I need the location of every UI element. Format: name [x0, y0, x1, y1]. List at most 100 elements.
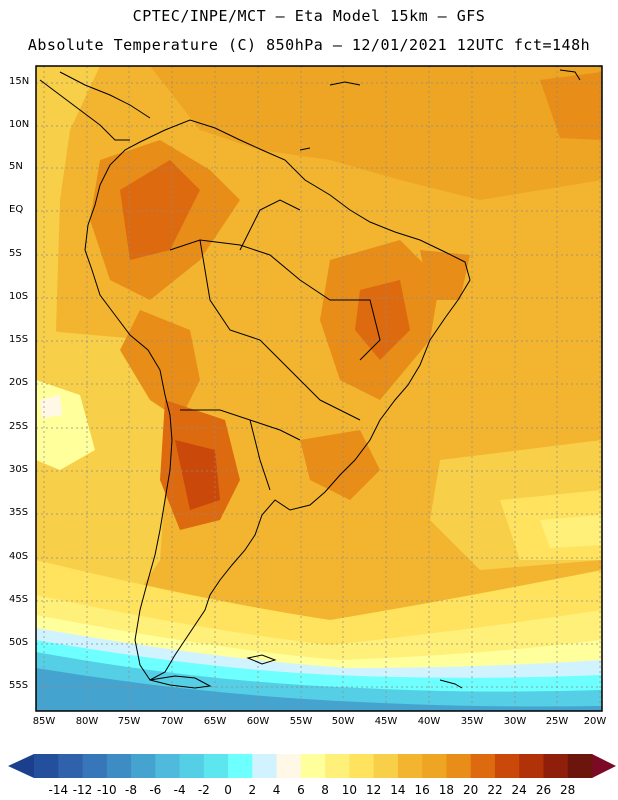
lat-tick-label: 15N: [9, 76, 30, 87]
grid: [36, 66, 602, 711]
colorbar-label: 4: [272, 783, 281, 797]
colorbar-cell: [276, 754, 302, 778]
colorbar-low-arrow: [8, 754, 34, 778]
colorbar-cell: [82, 754, 108, 778]
lon-tick-label: 45W: [374, 716, 398, 727]
lon-tick-label: 70W: [160, 716, 184, 727]
lat-tick-label: 15S: [9, 334, 29, 345]
colorbar-label: 0: [224, 783, 232, 797]
chart-title: CPTEC/INPE/MCT – Eta Model 15km – GFS: [132, 7, 486, 25]
colorbar-label: -10: [96, 783, 117, 797]
lat-tick-label: 20S: [9, 377, 29, 388]
lat-tick-label: 10S: [9, 291, 29, 302]
colorbar-cell: [470, 754, 496, 778]
colorbar-label: 18: [438, 783, 455, 797]
colorbar-label: 10: [341, 783, 358, 797]
colorbar-cell: [519, 754, 544, 778]
lat-tick-label: 5S: [9, 248, 22, 259]
colorbar-cell: [422, 754, 447, 778]
colorbar-cell: [300, 754, 326, 778]
field-24-andes-north: [120, 160, 200, 260]
colorbar-cell: [58, 754, 84, 778]
tierra-del-fuego: [149, 675, 212, 689]
lat-tick-label: 40S: [9, 551, 29, 562]
lon-tick-label: 75W: [117, 716, 141, 727]
lon-tick-label: 80W: [75, 716, 99, 727]
field-8-patch: [40, 395, 62, 418]
coastlines: [39, 69, 581, 689]
colorbar-label: 24: [511, 783, 527, 797]
colorbar-label: -8: [125, 783, 137, 797]
colorbar-cell: [228, 754, 253, 778]
colorbar-cell: [155, 754, 181, 778]
colorbar-label: -12: [72, 783, 93, 797]
colorbar-label: -14: [48, 783, 69, 797]
caribbean-islands: [299, 69, 581, 689]
lon-tick-label: 25W: [545, 716, 569, 727]
colorbar-cell: [494, 754, 520, 778]
falklands: [246, 654, 277, 665]
country-borders: [169, 199, 381, 491]
colorbar-cell: [252, 754, 278, 778]
colorbar-label: 16: [414, 783, 430, 797]
colorbar-cell: [106, 754, 132, 778]
lon-tick-label: 55W: [289, 716, 313, 727]
central-america-coast: [39, 71, 151, 141]
colorbar: [8, 754, 616, 778]
lat-tick-label: 35S: [9, 507, 29, 518]
field-22-northeast: [540, 72, 602, 140]
colorbar-cell: [325, 754, 350, 778]
colorbar-label: 6: [297, 783, 305, 797]
lon-tick-label: 40W: [417, 716, 441, 727]
lon-tick-label: 30W: [503, 716, 527, 727]
colorbar-cell: [179, 754, 205, 778]
colorbar-cell: [446, 754, 472, 778]
lat-tick-label: 30S: [9, 464, 29, 475]
colorbar-label: 8: [321, 783, 329, 797]
colorbar-label: 28: [560, 783, 576, 797]
colorbar-label: 14: [390, 783, 406, 797]
lat-tick-label: 5N: [9, 161, 23, 172]
lon-tick-label: 60W: [246, 716, 270, 727]
colorbar-cell: [131, 754, 156, 778]
lat-tick-label: 25S: [9, 421, 29, 432]
lat-tick-label: 55S: [9, 680, 29, 691]
field-20-north: [150, 66, 602, 200]
field-12-east: [540, 515, 602, 548]
field-14-16-west: [36, 66, 100, 400]
colorbar-cell: [373, 754, 399, 778]
colorbar-cell: [567, 754, 593, 778]
lat-tick-label: 45S: [9, 594, 29, 605]
colorbar-label: 22: [487, 783, 503, 797]
colorbar-label: 26: [535, 783, 552, 797]
colorbar-cell: [397, 754, 423, 778]
colorbar-label: -2: [197, 783, 210, 797]
map-field: [36, 66, 602, 711]
lon-tick-label: 65W: [203, 716, 227, 727]
colorbar-cell: [34, 754, 59, 778]
colorbar-cell: [349, 754, 375, 778]
field-26-argentina: [175, 440, 220, 510]
lon-tick-label: 85W: [32, 716, 56, 727]
colorbar-label: -6: [149, 783, 162, 797]
field-minus4-south: [36, 668, 602, 711]
colorbar-label: 20: [463, 783, 479, 797]
field-22-uruguay: [300, 430, 380, 500]
colorbar-cell: [543, 754, 569, 778]
lat-tick-label: 10N: [9, 119, 30, 130]
colorbar-label: 12: [366, 783, 382, 797]
lon-tick-label: 20W: [583, 716, 607, 727]
lon-tick-label: 50W: [331, 716, 355, 727]
colorbar-label: 2: [248, 783, 257, 797]
field-22-northeast-brazil: [420, 250, 470, 300]
colorbar-label: -4: [173, 783, 186, 797]
colorbar-high-arrow: [592, 754, 616, 778]
map-frame: [35, 65, 603, 712]
field-22-peru: [120, 310, 200, 420]
colorbar-cell: [203, 754, 229, 778]
south-america-coast: [84, 119, 471, 681]
lat-tick-label: 50S: [9, 637, 29, 648]
chart-subtitle: Absolute Temperature (C) 850hPa – 12/01/…: [27, 36, 591, 54]
lat-tick-label: EQ: [9, 204, 24, 215]
